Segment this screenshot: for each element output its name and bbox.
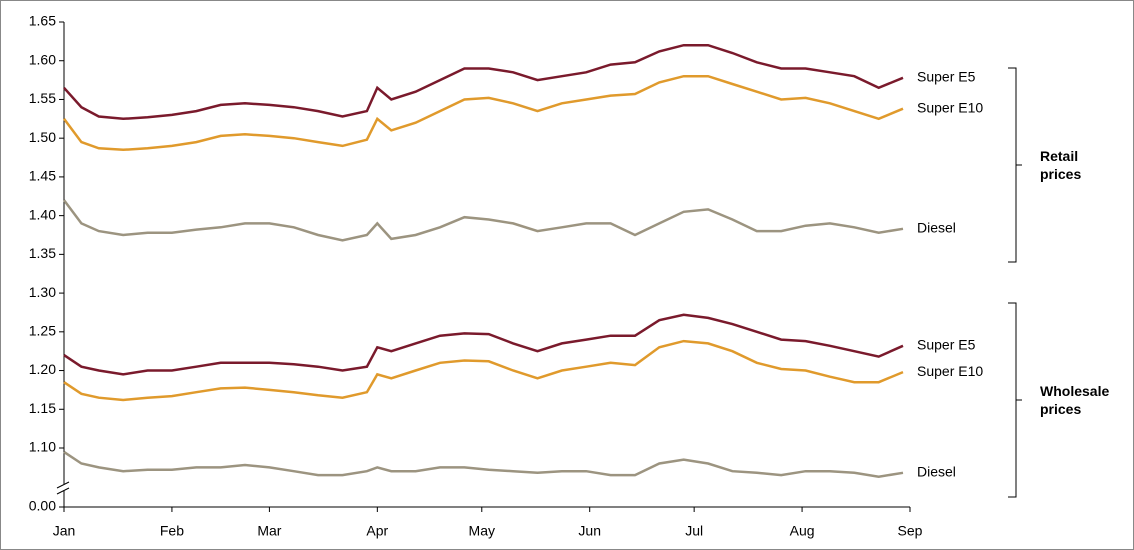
y-tick-label: 1.45 [29, 168, 56, 184]
series-line [62, 199, 904, 242]
x-tick-label: Jul [685, 523, 703, 539]
x-tick-label: May [469, 523, 495, 539]
series-label: Diesel [917, 220, 956, 236]
x-tick-label: Mar [257, 523, 281, 539]
group-label: Wholesale prices [1040, 383, 1110, 417]
y-tick-label: 1.60 [29, 51, 56, 67]
axis-break-gap [56, 484, 72, 490]
y-tick-label: 1.30 [29, 284, 56, 300]
series-label: Super E10 [917, 363, 983, 379]
axis-break [56, 487, 70, 495]
series-label: Super E10 [917, 99, 983, 115]
series-label: Diesel [917, 463, 956, 479]
series-line [62, 74, 904, 152]
series-line [63, 339, 904, 402]
y-tick-label: 1.10 [29, 439, 56, 455]
y-tick-label: 1.25 [29, 323, 56, 339]
series-line [63, 313, 904, 376]
y-tick-label: 1.20 [29, 361, 56, 377]
series-line [63, 43, 904, 121]
x-tick-label: Feb [160, 523, 184, 539]
y-tick-label: 1.35 [29, 245, 56, 261]
y-tick-label: 1.55 [29, 90, 56, 106]
series-label: Super E5 [917, 68, 976, 84]
x-tick-label: Jun [578, 523, 601, 539]
x-tick-label: Sep [898, 523, 923, 539]
axis-break [56, 481, 70, 489]
series-label: Super E5 [917, 336, 976, 352]
x-tick-label: Aug [790, 523, 815, 539]
series-line [63, 450, 904, 478]
y-tick-label: 0.00 [29, 498, 56, 514]
y-tick-label: 1.50 [29, 129, 56, 145]
y-tick-label: 1.15 [29, 400, 56, 416]
y-tick-label: 1.40 [29, 206, 56, 222]
group-brace [1008, 67, 1022, 263]
x-tick-label: Apr [366, 523, 388, 539]
x-tick-label: Jan [53, 523, 76, 539]
y-tick-label: 1.65 [29, 13, 56, 29]
group-brace [1008, 302, 1022, 498]
group-label: Retail prices [1040, 148, 1082, 182]
